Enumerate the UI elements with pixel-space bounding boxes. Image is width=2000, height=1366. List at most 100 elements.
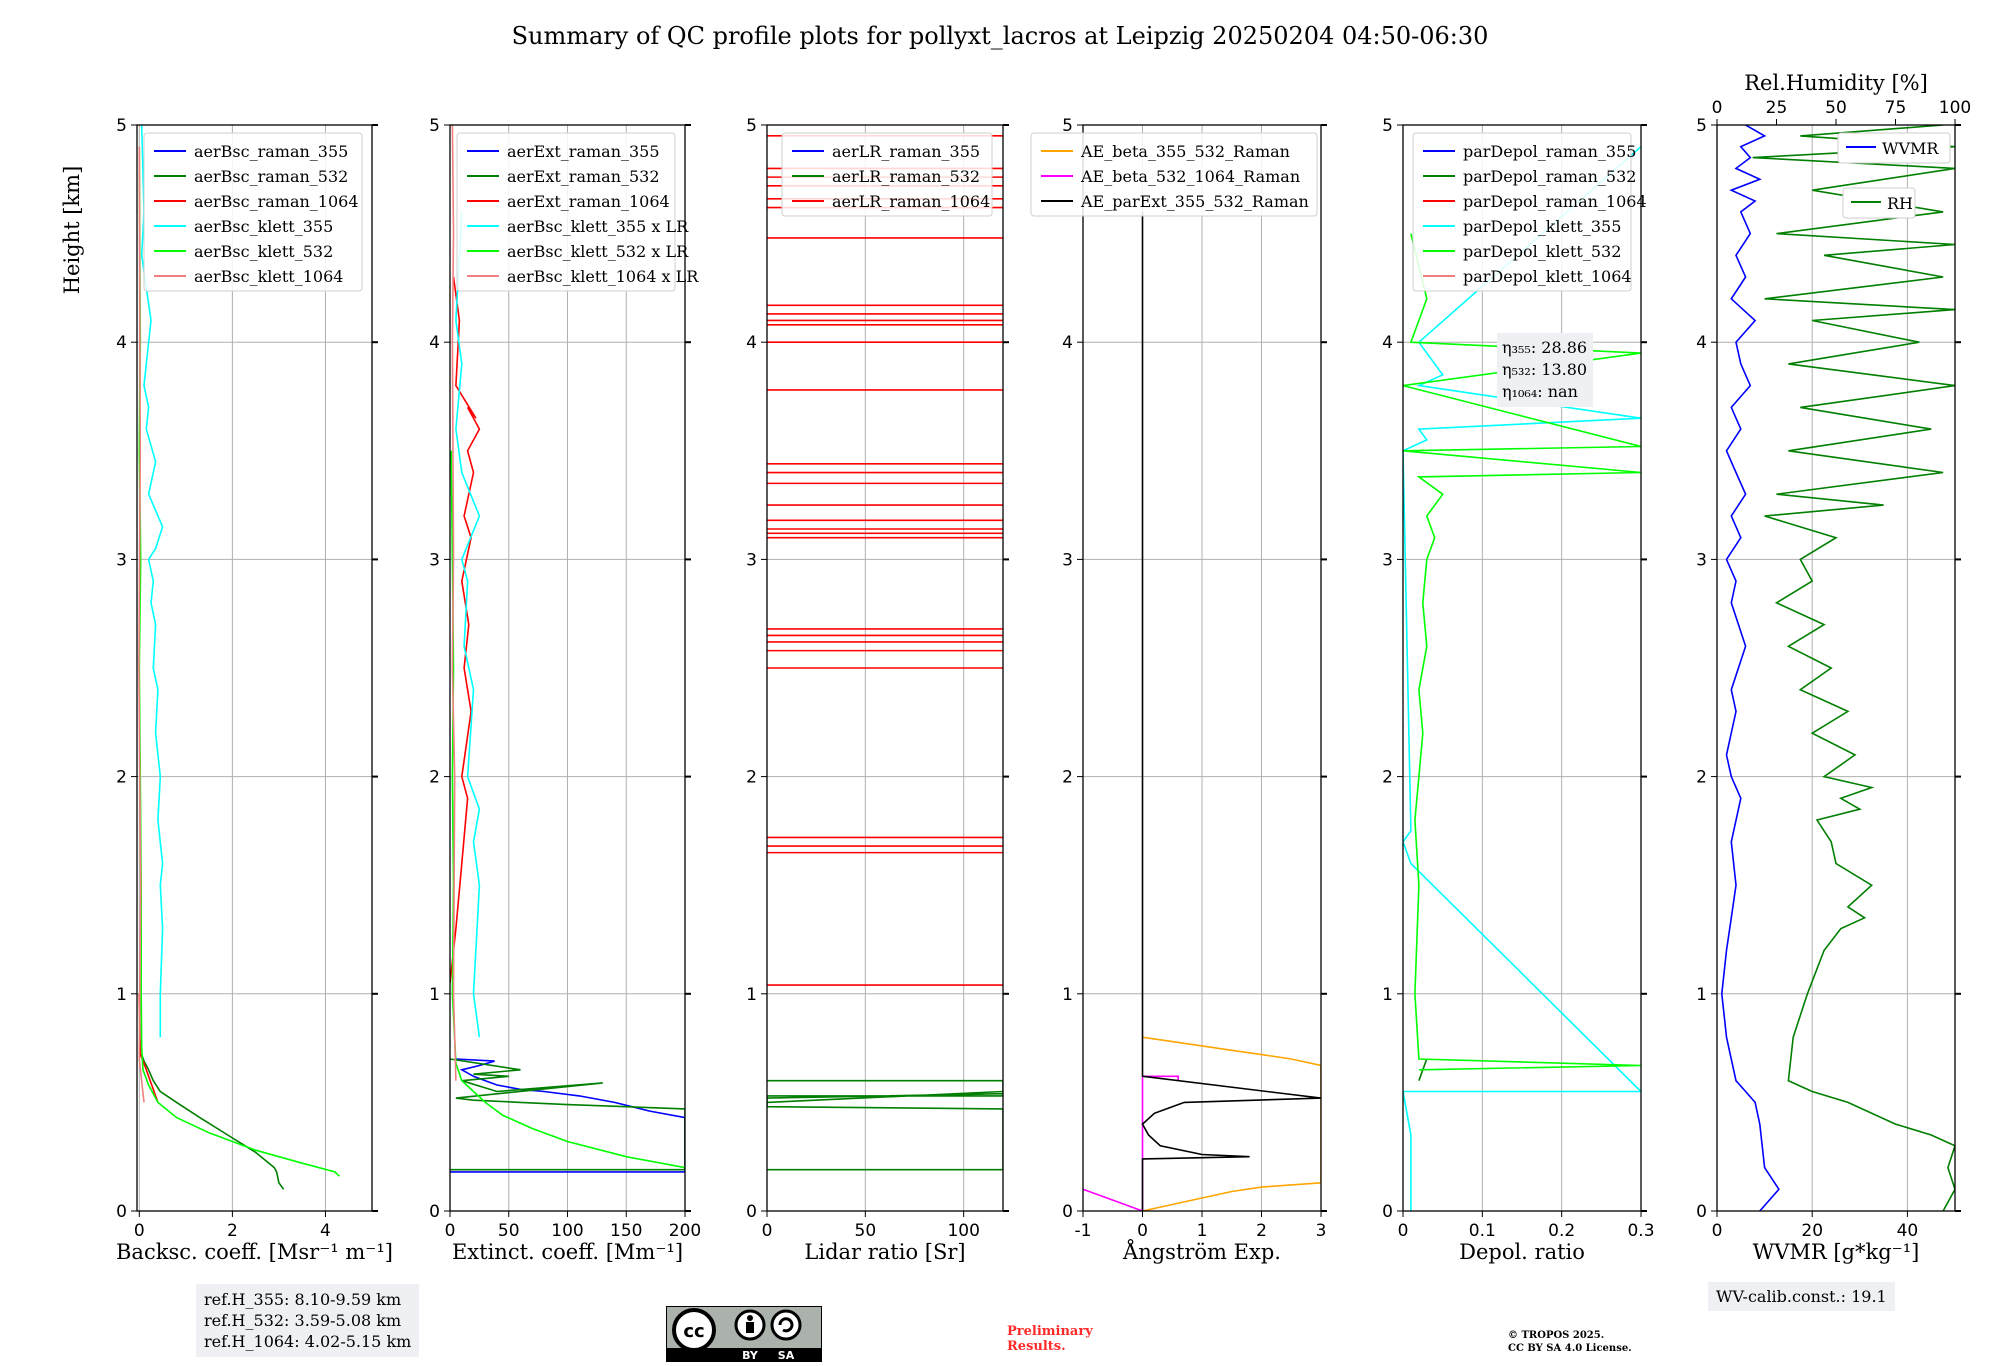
x-tick-label: 0 [1398, 1221, 1409, 1241]
x-tick-label: 50 [855, 1221, 877, 1241]
y-tick-label: 3 [429, 550, 440, 570]
y-tick-label: 2 [746, 768, 757, 788]
x-tick-label: 100 [947, 1221, 979, 1241]
cc-sa-label: SA [778, 1349, 795, 1362]
legend-label: aerExt_raman_532 [507, 167, 660, 186]
x-tick-label: 20 [1801, 1221, 1823, 1241]
x-tick-label: 0 [762, 1221, 773, 1241]
y-tick-label: 2 [116, 768, 127, 788]
x-axis-label: Lidar ratio [Sr] [804, 1240, 965, 1264]
legend-label: parDepol_klett_355 [1463, 217, 1621, 236]
legend-label: aerBsc_klett_532 [194, 242, 333, 261]
x-tick-label: 0.1 [1469, 1221, 1496, 1241]
y-tick-label: 4 [1696, 333, 1707, 353]
preliminary-line-2: Results. [1007, 1339, 1066, 1354]
y-tick-label: 5 [746, 116, 757, 136]
y-tick-label: 5 [429, 116, 440, 136]
legend-label: parDepol_klett_532 [1463, 242, 1621, 261]
legend-label: aerBsc_klett_355 x LR [507, 217, 689, 236]
x-tick-label: 3 [1316, 1221, 1327, 1241]
wv-calibration-constant: WV-calib.const.: 19.1 [1708, 1282, 1895, 1311]
axes-frame [136, 124, 373, 1212]
series-line-aerBsc_raman_532 [140, 1054, 285, 1190]
x-tick-label: 50 [498, 1221, 520, 1241]
legend-label: parDepol_raman_1064 [1463, 192, 1647, 211]
x-tick-label: 0 [1137, 1221, 1148, 1241]
legend-label: RH [1887, 194, 1913, 213]
legend-label: AE_beta_355_532_Raman [1080, 142, 1290, 161]
series-line-AE_beta_532_1064_Raman [1083, 1075, 1179, 1211]
preliminary-line-1: Preliminary [1007, 1324, 1093, 1339]
y-tick-label: 2 [429, 768, 440, 788]
legend-label: aerLR_raman_1064 [832, 192, 990, 211]
legend-label: aerExt_raman_1064 [507, 192, 670, 211]
x-tick-label: 0 [445, 1221, 456, 1241]
x-tick-label: 150 [610, 1221, 642, 1241]
x-axis-label: Extinct. coeff. [Mm⁻¹] [452, 1240, 683, 1264]
series-line-aerBsc_klett_355 x LR [455, 211, 481, 1038]
legend-label: aerExt_raman_355 [507, 142, 660, 161]
x-tick-label: 2 [227, 1221, 238, 1241]
y-tick-label: 3 [1696, 550, 1707, 570]
copyright-note: © TROPOS 2025. CC BY SA 4.0 License. [1508, 1329, 1708, 1355]
x-tick-label: 200 [669, 1221, 701, 1241]
y-tick-label: 5 [1696, 116, 1707, 136]
legend-label: parDepol_raman_355 [1463, 142, 1636, 161]
legend-label: aerLR_raman_355 [832, 142, 980, 161]
legend-box [1837, 132, 1951, 164]
axes-frame [766, 124, 1004, 1212]
legend-label: aerBsc_klett_532 x LR [507, 242, 689, 261]
ref-height-532: ref.H_532: 3.59-5.08 km [204, 1311, 402, 1330]
y-tick-label: 3 [746, 550, 757, 570]
y-tick-label: 5 [1062, 116, 1073, 136]
y-tick-label: 4 [1382, 333, 1393, 353]
x-axis-label: Depol. ratio [1459, 1240, 1585, 1264]
panel-2: 0 50 100 150 200 0 1 2 3 4 5 Extinct. coeff. [Mm⁻¹]… [429, 116, 701, 1264]
x-tick-label: -1 [1075, 1221, 1092, 1241]
legend-box [456, 132, 676, 292]
plot-area [1403, 146, 1641, 1211]
plot-area [1083, 211, 1321, 1211]
plot-area [1720, 125, 1955, 1211]
legend-label: aerBsc_raman_355 [194, 142, 348, 161]
axes-frame [1716, 124, 1956, 1212]
cc-by-label: BY [742, 1349, 759, 1362]
series-line-aerLR_raman_532 [767, 1079, 1003, 1171]
x-tick-label: 0.2 [1548, 1221, 1575, 1241]
y-tick-label: 4 [746, 333, 757, 353]
panel-5: 0 0.1 0.2 0.3 0 1 2 3 4 5 Depol. ratio parDepol_ram… [1382, 116, 1654, 1264]
legend-box [1030, 132, 1318, 217]
y-tick-label: 0 [116, 1202, 127, 1222]
x-tick-label: 100 [551, 1221, 583, 1241]
y-tick-label: 0 [746, 1202, 757, 1222]
y-tick-label: 3 [116, 550, 127, 570]
plot-area [767, 135, 1003, 1171]
series-line-aerBsc_klett_532 [138, 146, 340, 1177]
y-tick-label: 4 [1062, 333, 1073, 353]
x-axis-label: Ångström Exp. [1122, 1239, 1281, 1264]
series-line-parDepol_klett_355 [1403, 146, 1641, 1211]
legend-box [1412, 132, 1632, 292]
y-tick-label: 4 [116, 333, 127, 353]
y-tick-label: 0 [1382, 1202, 1393, 1222]
y-tick-label: 0 [1696, 1202, 1707, 1222]
legend-label: AE_parExt_355_532_Raman [1080, 192, 1309, 211]
legend-label: AE_beta_532_1064_Raman [1080, 167, 1300, 186]
series-line-aerExt_raman_532 [450, 1058, 685, 1171]
y-tick-label: 1 [746, 985, 757, 1005]
y-tick-label: 3 [1382, 550, 1393, 570]
x-tick-label: 2 [1256, 1221, 1267, 1241]
y-tick-label: 2 [1062, 768, 1073, 788]
top-x-tick-label: 100 [1939, 98, 1971, 118]
y-tick-label: 5 [1382, 116, 1393, 136]
legend-label: parDepol_klett_1064 [1463, 267, 1632, 286]
legend-label: aerLR_raman_532 [832, 167, 980, 186]
y-tick-label: 1 [1696, 985, 1707, 1005]
eta-annotation: η₁₀₆₄: nan [1502, 382, 1578, 401]
reference-heights-box: ref.H_355: 8.10-9.59 km ref.H_532: 3.59-… [196, 1284, 420, 1357]
y-tick-label: 4 [429, 333, 440, 353]
x-tick-label: 4 [320, 1221, 331, 1241]
y-tick-label: 1 [116, 985, 127, 1005]
y-tick-label: 3 [1062, 550, 1073, 570]
